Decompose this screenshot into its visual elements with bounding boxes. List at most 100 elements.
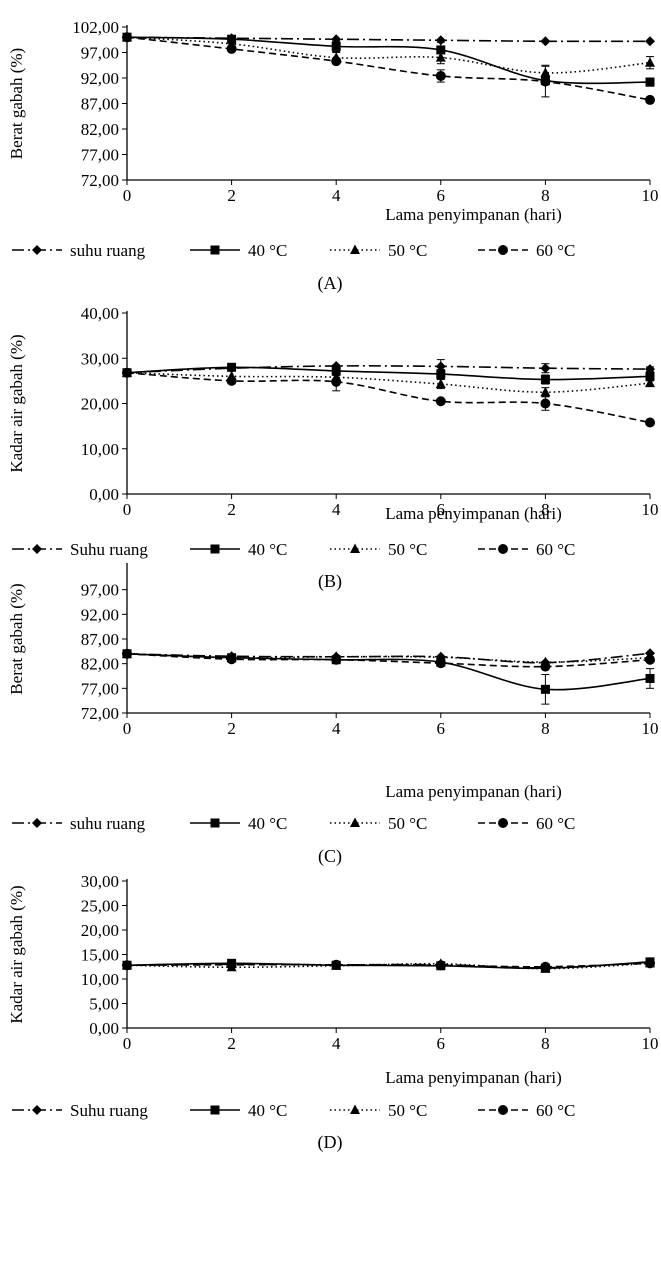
y-tick-label: 0,00 xyxy=(89,1019,119,1038)
y-tick-label: 92,00 xyxy=(81,69,119,88)
data-point xyxy=(436,45,446,55)
x-axis-label: Lama penyimpanan (hari) xyxy=(385,205,562,224)
x-tick-label: 0 xyxy=(123,186,132,205)
x-tick-label: 10 xyxy=(642,186,659,205)
series-dashed xyxy=(122,958,655,972)
x-tick-label: 4 xyxy=(332,186,341,205)
data-point xyxy=(331,376,342,387)
y-tick-label: 20,00 xyxy=(81,921,119,940)
y-tick-label: 20,00 xyxy=(81,395,119,414)
legend-marker xyxy=(32,818,42,828)
data-point xyxy=(122,32,132,43)
series-line xyxy=(126,652,651,664)
legend-marker xyxy=(350,1104,360,1114)
data-point xyxy=(226,43,237,54)
data-point xyxy=(226,654,237,665)
y-tick-label: 82,00 xyxy=(81,655,119,674)
x-tick-label: 2 xyxy=(227,719,236,738)
legend-label: 60 °C xyxy=(536,540,575,559)
series-line xyxy=(126,36,651,85)
data-point xyxy=(435,960,446,971)
legend-marker xyxy=(210,245,220,255)
legend-label: 40 °C xyxy=(248,540,287,559)
data-point xyxy=(122,648,132,659)
x-tick-label: 2 xyxy=(227,500,236,519)
series-dashed xyxy=(122,367,655,428)
data-point xyxy=(331,56,342,67)
chart-panel-4: 0,00 5,00 10,00 15,00 20,00 25,00 30,00 0 2 4 6 8 10… xyxy=(7,872,659,1153)
data-point xyxy=(331,366,341,376)
series-solid xyxy=(122,649,655,705)
x-tick-label: 6 xyxy=(437,500,446,519)
y-tick-label: 30,00 xyxy=(81,349,119,368)
y-tick-label: 5,00 xyxy=(89,995,119,1014)
series-line xyxy=(126,653,651,668)
panel-label: (A) xyxy=(318,273,343,294)
y-tick-label: 97,00 xyxy=(81,581,119,600)
x-tick-label: 10 xyxy=(642,1034,659,1053)
data-point xyxy=(540,386,551,397)
legend-marker xyxy=(498,818,508,828)
series-dashdot xyxy=(122,32,655,47)
y-tick-label: 82,00 xyxy=(81,120,119,139)
data-point xyxy=(122,367,132,378)
series-line xyxy=(126,962,651,970)
y-axis-label: Kadar air gabah (%) xyxy=(7,334,26,472)
legend: Suhu ruang 40 °C 50 °C 60 °C xyxy=(12,540,575,559)
data-point xyxy=(540,76,551,87)
data-point xyxy=(331,41,341,51)
y-tick-label: 87,00 xyxy=(81,95,119,114)
x-tick-label: 8 xyxy=(541,500,550,519)
data-point xyxy=(435,378,446,389)
y-tick-label: 97,00 xyxy=(81,44,119,63)
legend-label: Suhu ruang xyxy=(70,540,148,559)
x-tick-label: 8 xyxy=(541,1034,550,1053)
legend-label: 40 °C xyxy=(248,241,287,260)
panel-label: (C) xyxy=(318,846,342,867)
data-point xyxy=(645,417,655,428)
data-point xyxy=(645,673,655,683)
y-tick-label: 102,00 xyxy=(72,18,119,37)
legend-label: 50 °C xyxy=(388,540,427,559)
x-tick-label: 4 xyxy=(332,719,341,738)
y-tick-label: 10,00 xyxy=(81,440,119,459)
data-point xyxy=(645,364,655,375)
data-point xyxy=(540,363,551,374)
chart-panel-3: 72,00 77,00 82,00 87,00 92,00 97,00 0 2 4 6 8 10 Lam… xyxy=(7,563,659,867)
data-point xyxy=(540,36,551,47)
series-line xyxy=(126,36,651,74)
data-point xyxy=(645,958,655,969)
y-axis-label: Kadar air gabah (%) xyxy=(7,885,26,1023)
legend-marker xyxy=(350,543,360,553)
legend-label: 40 °C xyxy=(248,1101,287,1120)
data-point xyxy=(436,369,446,379)
panel-label: (B) xyxy=(318,571,342,592)
legend-marker xyxy=(350,244,360,254)
series-line xyxy=(126,653,651,663)
y-axis-label: Berat gabah (%) xyxy=(7,583,26,694)
data-point xyxy=(540,661,551,672)
x-tick-label: 4 xyxy=(332,500,341,519)
series-dashdot xyxy=(122,648,655,668)
data-point xyxy=(540,961,551,972)
y-tick-label: 72,00 xyxy=(81,171,119,190)
legend: Suhu ruang 40 °C 50 °C 60 °C xyxy=(12,1101,575,1120)
x-tick-label: 6 xyxy=(437,719,446,738)
data-point xyxy=(122,960,132,971)
chart-panel-2: 0,00 10,00 20,00 30,00 40,00 0 2 4 6 8 10 Lama peny… xyxy=(7,304,659,592)
series-line xyxy=(126,653,651,691)
x-axis-label: Lama penyimpanan (hari) xyxy=(385,782,562,801)
legend-marker xyxy=(498,245,508,255)
legend-label: 40 °C xyxy=(248,814,287,833)
legend: suhu ruang 40 °C 50 °C 60 °C xyxy=(12,241,575,260)
y-tick-label: 77,00 xyxy=(81,679,119,698)
data-point xyxy=(226,375,237,386)
legend-label: suhu ruang xyxy=(70,241,146,260)
data-point xyxy=(226,959,237,970)
data-point xyxy=(540,684,550,694)
x-tick-label: 6 xyxy=(437,186,446,205)
x-tick-label: 10 xyxy=(642,500,659,519)
legend-label: 50 °C xyxy=(388,814,427,833)
series-line xyxy=(126,366,651,381)
